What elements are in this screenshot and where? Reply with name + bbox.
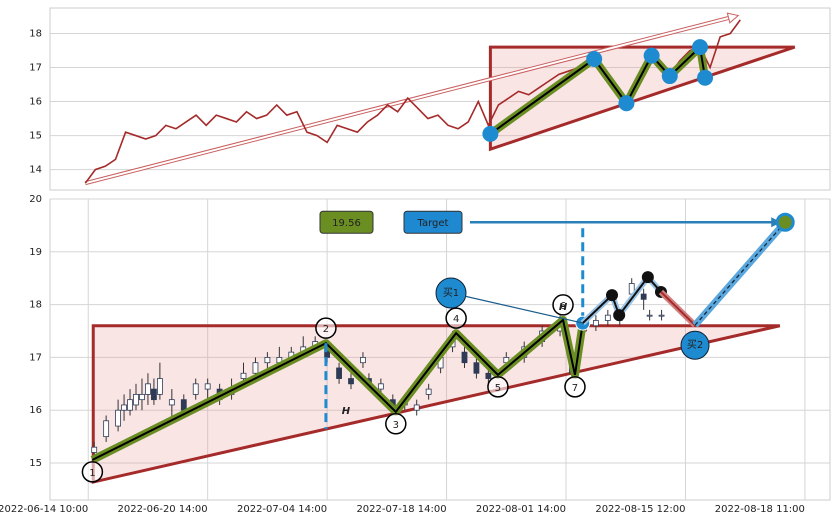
target-value-box <box>319 210 374 234</box>
candle-body <box>646 314 653 317</box>
triangle <box>91 324 781 484</box>
pattern-point <box>692 39 708 56</box>
pattern-point-label: 2 <box>323 324 329 335</box>
pattern-point <box>586 51 603 68</box>
candle-body <box>115 409 121 427</box>
y-tick-label: 18 <box>29 300 42 311</box>
pattern-point <box>482 125 499 142</box>
pattern-point-label: 4 <box>453 314 459 325</box>
candle-body <box>180 399 187 411</box>
candle-body <box>103 420 110 438</box>
candle-body <box>151 388 157 401</box>
buy-label: 买2 <box>687 339 703 351</box>
height-label: H <box>559 302 568 313</box>
candle-body <box>592 320 599 327</box>
y-tick-label: 17 <box>29 352 42 363</box>
buy-connector <box>450 292 583 324</box>
y-tick-label: 20 <box>29 194 42 205</box>
candle-body <box>252 362 259 374</box>
candle-body <box>121 404 127 411</box>
buy-point <box>435 277 467 309</box>
pattern-point <box>661 68 678 85</box>
x-tick-label: 2022-08-15 12:00 <box>595 504 685 515</box>
x-tick-label: 2022-06-14 10:00 <box>0 504 88 515</box>
candle-body <box>658 314 665 317</box>
y-tick-label: 15 <box>29 458 42 469</box>
pattern-line <box>91 318 584 461</box>
projection-point <box>613 309 626 322</box>
pattern-point <box>697 69 714 86</box>
pattern-point <box>487 376 509 398</box>
candle-body <box>264 357 271 364</box>
y-tick-label: 15 <box>29 131 42 142</box>
candle-body <box>461 351 468 364</box>
y-tick-label: 18 <box>29 29 42 40</box>
candle-body <box>425 388 432 395</box>
target-label: Target <box>417 218 449 229</box>
x-tick-label: 2022-07-04 14:00 <box>237 504 327 515</box>
target-label-box <box>403 210 463 234</box>
target-path <box>694 221 786 326</box>
candle-body <box>348 378 354 385</box>
projection-point <box>641 271 654 284</box>
pattern-point <box>385 413 407 435</box>
y-tick-label: 19 <box>29 247 42 258</box>
buy-point <box>680 330 710 360</box>
candle-body <box>91 446 98 453</box>
y-tick-label: 16 <box>29 97 42 108</box>
x-tick-label: 2022-07-18 14:00 <box>356 504 446 515</box>
candle-body <box>192 383 199 395</box>
candle-body <box>139 393 145 401</box>
x-tick-label: 2022-08-01 14:00 <box>476 504 566 515</box>
pattern-point-label: 1 <box>89 468 95 479</box>
candle-body <box>377 383 384 390</box>
pattern-point <box>81 461 104 483</box>
pattern-point <box>618 95 635 112</box>
pattern-point <box>643 47 660 64</box>
target-value: 19.56 <box>332 218 361 229</box>
x-tick-label: 2022-08-18 11:00 <box>715 504 805 515</box>
triangle <box>488 45 796 152</box>
target-point <box>775 212 795 232</box>
candle-body <box>485 372 492 379</box>
candle-body <box>127 399 133 411</box>
trend-arrow-head <box>726 12 740 24</box>
buy-label: 买1 <box>443 287 459 299</box>
candle-body <box>240 372 247 379</box>
candle-body <box>336 367 342 379</box>
pattern-point-label: 3 <box>393 420 399 431</box>
pattern-point-label: 6 <box>560 301 566 312</box>
candle-body <box>133 393 139 406</box>
candle-body <box>204 383 211 390</box>
candle-body <box>473 362 480 374</box>
candle-body <box>604 314 611 321</box>
candle-body <box>360 357 366 364</box>
candle-body <box>145 383 151 395</box>
y-tick-label: 17 <box>29 63 42 74</box>
candle-body <box>168 399 175 406</box>
pattern-point <box>315 317 337 339</box>
height-label: H <box>342 406 351 417</box>
candle-body <box>640 293 647 300</box>
pattern-point <box>564 376 586 398</box>
candle-body <box>156 378 163 395</box>
candle-body <box>413 404 420 411</box>
pattern-point-label: 7 <box>572 383 578 394</box>
projection-point <box>606 289 619 302</box>
x-tick-label: 2022-06-20 14:00 <box>118 504 208 515</box>
decline-line <box>660 291 696 326</box>
y-tick-label: 14 <box>29 165 42 176</box>
y-tick-label: 16 <box>29 405 42 416</box>
pattern-point-label: 5 <box>495 383 501 394</box>
pattern-point <box>552 294 574 316</box>
pattern-point <box>445 307 467 329</box>
